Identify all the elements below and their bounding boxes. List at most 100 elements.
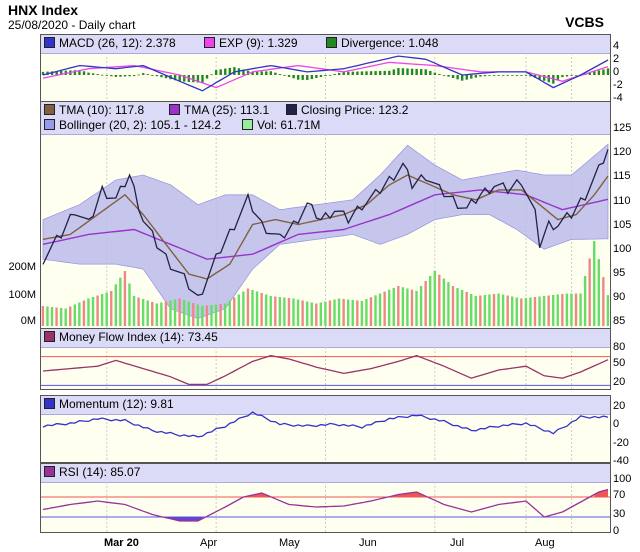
- rsi-overbought-fill: [594, 489, 608, 497]
- price-tick-label: 100: [613, 243, 632, 255]
- macd-tick-label: 4: [613, 40, 620, 52]
- x-tick-label: Aug: [535, 537, 555, 549]
- divergence-bar: [87, 72, 90, 75]
- legend-item: Money Flow Index (14): 73.45: [41, 329, 218, 346]
- volume-bar: [593, 241, 596, 326]
- chart-title: HNX Index: [8, 2, 79, 18]
- volume-bar: [160, 302, 163, 326]
- macd-tick-label: 2: [613, 53, 620, 65]
- price-tick-label: 120: [613, 146, 632, 158]
- volume-bar: [278, 297, 282, 326]
- volume-tick-label: 100M: [8, 289, 36, 301]
- divergence-bar: [561, 75, 564, 78]
- divergence-bar: [488, 75, 491, 76]
- divergence-bar: [429, 70, 432, 75]
- volume-bar: [419, 286, 423, 326]
- legend-swatch: [44, 466, 55, 477]
- legend-label: Bollinger (20, 2): 105.1 - 124.2: [59, 118, 222, 132]
- volume-bar: [91, 297, 95, 326]
- volume-bar: [315, 303, 318, 326]
- volume-bar: [82, 300, 86, 326]
- divergence-bar: [392, 69, 396, 75]
- legend-item: RSI (14): 85.07: [41, 464, 140, 481]
- legend-swatch: [169, 104, 180, 115]
- rsi-plot: [41, 482, 610, 532]
- volume-bar: [561, 294, 564, 326]
- divergence-bar: [110, 75, 113, 77]
- divergence-bar: [82, 71, 86, 75]
- divergence-bar: [155, 75, 159, 77]
- divergence-bar: [251, 71, 254, 75]
- divergence-bar: [105, 75, 108, 76]
- divergence-bar: [164, 75, 168, 79]
- divergence-bar: [274, 72, 277, 75]
- volume-bar: [110, 291, 113, 326]
- volume-bar: [497, 293, 500, 326]
- divergence-bar: [296, 75, 300, 80]
- divergence-bar: [219, 69, 222, 75]
- volume-bar: [73, 304, 76, 326]
- momentum-tick-label: 20: [613, 400, 626, 412]
- volume-bar: [392, 287, 395, 326]
- price-plot: [41, 134, 610, 328]
- legend-label: EXP (9): 1.329: [219, 36, 298, 50]
- momentum-line: [42, 411, 609, 438]
- divergence-bar: [137, 74, 140, 76]
- divergence-bar: [602, 69, 605, 75]
- volume-bar: [424, 281, 427, 326]
- divergence-bar: [333, 73, 336, 75]
- rsi-line: [42, 488, 609, 522]
- rsi-tick-label: 100: [613, 473, 632, 485]
- legend-item: Divergence: 1.048: [323, 35, 438, 52]
- divergence-bar: [337, 72, 341, 75]
- macd-legend: MACD (26, 12): 2.378 EXP (9): 1.329 Diverg…: [41, 35, 610, 54]
- volume-bar: [333, 299, 336, 326]
- volume-bar: [260, 293, 263, 326]
- mfi-panel: Money Flow Index (14): 73.45: [40, 328, 611, 390]
- volume-bar: [264, 294, 268, 326]
- divergence-bar: [470, 75, 473, 79]
- volume-bar: [588, 258, 591, 326]
- volume-bar: [533, 297, 537, 326]
- mfi-tick-label: 80: [613, 341, 626, 353]
- divergence-bar: [142, 73, 145, 75]
- volume-bar: [460, 290, 464, 326]
- volume-bar: [132, 296, 136, 326]
- price-tick-label: 115: [613, 170, 631, 182]
- divergence-bar: [146, 74, 149, 75]
- volume-bar: [438, 274, 441, 326]
- rsi-overbought-fill: [389, 492, 426, 497]
- volume-bar: [410, 289, 414, 326]
- volume-bar: [383, 291, 386, 326]
- mfi-legend: Money Flow Index (14): 73.45: [41, 329, 610, 348]
- rsi-tick-label: 70: [613, 489, 626, 501]
- divergence-bar: [565, 75, 569, 77]
- divergence-bar: [483, 75, 487, 77]
- divergence-bar: [424, 69, 427, 75]
- divergence-bar: [365, 71, 368, 75]
- volume-bar: [187, 301, 190, 326]
- volume-bar: [397, 286, 400, 326]
- mfi-tick-label: 20: [613, 376, 626, 388]
- price-tick-label: 125: [613, 122, 632, 134]
- volume-bar: [292, 298, 295, 326]
- volume-bar: [406, 288, 409, 326]
- divergence-bar: [283, 75, 286, 76]
- divergence-bar: [597, 70, 601, 75]
- volume-bar: [488, 294, 491, 326]
- brand-label: VCBS: [565, 14, 604, 30]
- rsi-overbought-fill: [248, 493, 271, 497]
- legend-item: Bollinger (20, 2): 105.1 - 124.2: [41, 117, 221, 134]
- x-tick-label: May: [279, 537, 300, 549]
- divergence-bar: [101, 74, 104, 76]
- mfi-plot: [41, 347, 610, 389]
- divergence-bar: [292, 75, 295, 79]
- divergence-bar: [388, 70, 391, 75]
- volume-bar: [378, 293, 382, 326]
- legend-label: Money Flow Index (14): 73.45: [59, 330, 218, 344]
- macd-panel: MACD (26, 12): 2.378 EXP (9): 1.329 Diverg…: [40, 34, 611, 102]
- volume-bar: [219, 304, 222, 326]
- volume-bar: [287, 298, 291, 326]
- volume-bar: [151, 302, 154, 326]
- volume-bar: [501, 294, 505, 326]
